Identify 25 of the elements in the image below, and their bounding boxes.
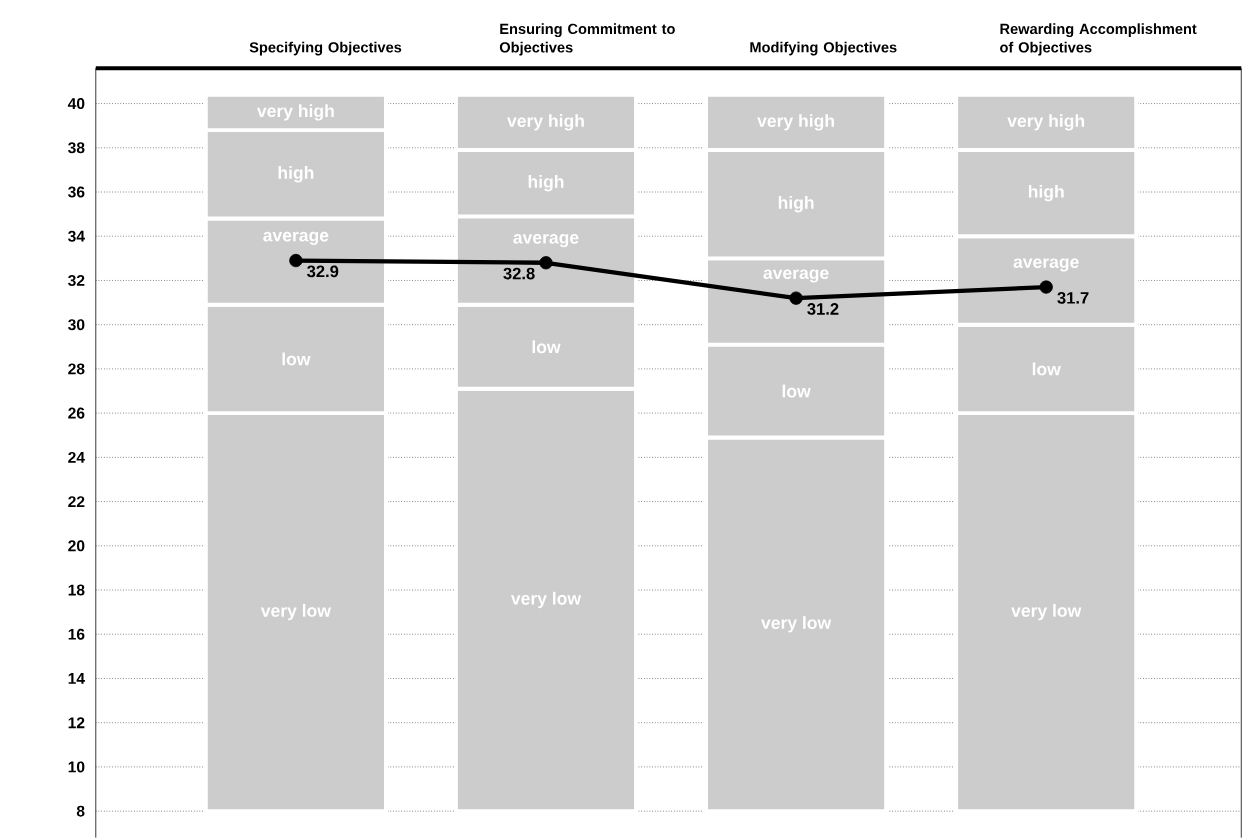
data-label: 31.2 [807, 303, 839, 316]
x-tick-label: Modifying Objectives [750, 41, 897, 56]
y-tick-label: 36 [68, 186, 85, 198]
y-tick-label: 10 [68, 761, 85, 773]
y-tick-label: 20 [68, 540, 85, 552]
y-tick-label: 18 [68, 584, 85, 596]
y-tick-label: 16 [68, 628, 85, 640]
y-tick-label: 28 [68, 363, 85, 375]
x-tick-label: Rewarding Accomplishment of Objectives [1000, 23, 1197, 56]
data-label: 32.8 [503, 267, 535, 280]
x-tick-label: Ensuring Commitment to Objectives [499, 23, 675, 56]
x-tick-label: Specifying Objectives [249, 41, 402, 56]
y-tick-label: 24 [68, 452, 85, 463]
y-tick-label: 34 [68, 230, 85, 242]
y-tick-label: 12 [68, 717, 85, 729]
y-tick-label: 30 [68, 319, 85, 331]
y-tick-label: 22 [68, 496, 85, 508]
y-tick-label: 8 [76, 805, 85, 817]
y-tick-label: 40 [67, 98, 85, 110]
y-tick-label: 32 [68, 275, 85, 287]
data-label: 31.7 [1057, 292, 1089, 304]
y-tick-label: 26 [68, 407, 85, 419]
y-tick-label: 14 [68, 673, 85, 685]
data-label: 32.9 [307, 265, 339, 278]
y-tick-label: 38 [68, 142, 85, 154]
